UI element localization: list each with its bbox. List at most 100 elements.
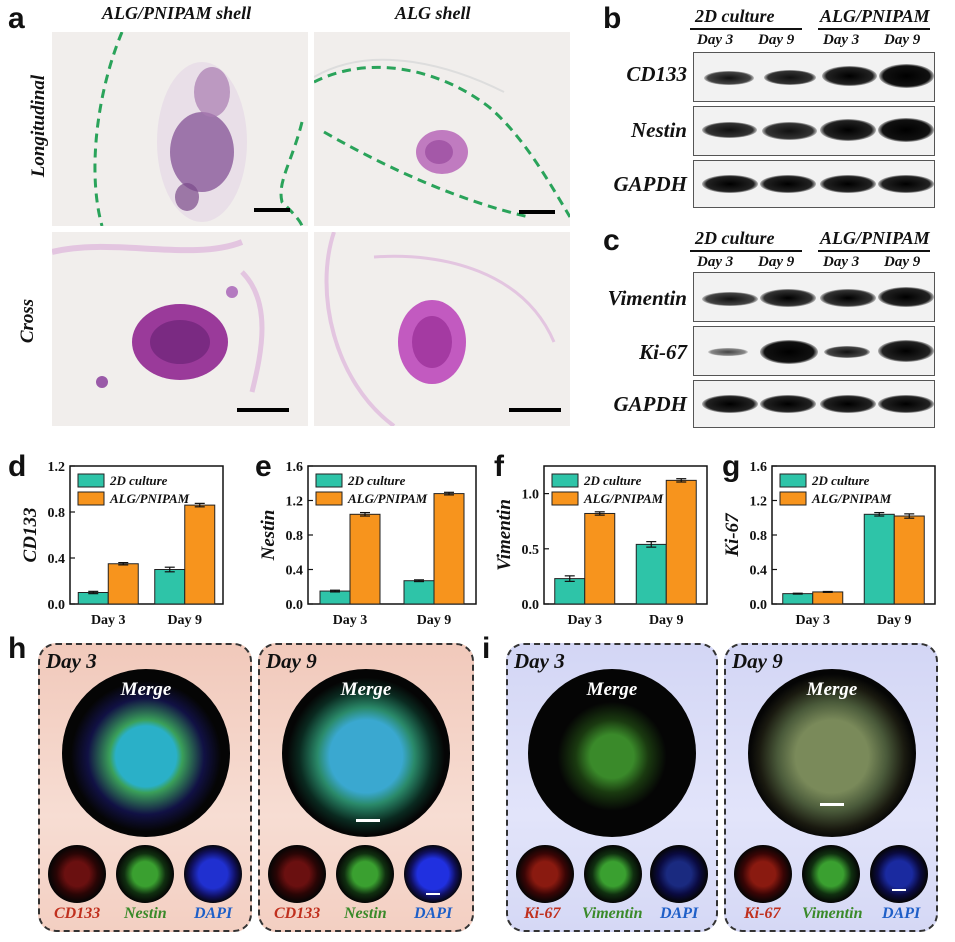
histology-row-cross: Cross <box>17 298 39 344</box>
immuno-i-day3-panel: Day 3 Merge Ki-67 Vimentin DAPI <box>506 643 718 932</box>
bar <box>184 504 216 605</box>
legend-label: ALG/PNIPAM <box>347 491 428 506</box>
merge-image: Merge <box>62 669 230 837</box>
bar <box>863 513 895 605</box>
blot-c-row-ki67 <box>693 326 935 376</box>
bar <box>893 515 925 605</box>
underline <box>818 250 930 252</box>
channel-label-cd133: CD133 <box>54 905 101 922</box>
plot-frame <box>69 465 224 605</box>
bar <box>107 563 139 605</box>
bar <box>154 569 186 605</box>
legend-swatch <box>315 473 343 488</box>
legend-label: 2D culture <box>583 473 642 488</box>
immuno-day-label: Day 9 <box>266 649 317 673</box>
scale-bar <box>519 210 555 214</box>
panel-label-b: b <box>603 2 622 35</box>
histology-header-alg-pnipam: ALG/PNIPAM shell <box>102 3 252 23</box>
x-tick-label: Day 3 <box>91 613 126 628</box>
merge-image: Merge <box>748 669 916 837</box>
legend-swatch <box>551 491 579 506</box>
blot-c-protein-gapdh: GAPDH <box>613 392 688 416</box>
channel-label-ki67: Ki-67 <box>744 905 781 922</box>
immuno-day-label: Day 3 <box>46 649 97 673</box>
panel-label-a: a <box>8 2 25 35</box>
channel-image-green <box>116 845 174 903</box>
blot-c-day: Day 9 <box>884 254 921 270</box>
channel-label-dapi: DAPI <box>194 905 233 922</box>
blot-b-row-cd133 <box>693 52 935 102</box>
legend-label: 2D culture <box>347 473 406 488</box>
bar <box>584 512 616 605</box>
bar <box>635 543 667 605</box>
merge-image: Merge <box>282 669 450 837</box>
x-tick-label: Day 9 <box>417 613 452 628</box>
histology-row-longitudinal: Longitudinal <box>28 74 50 178</box>
y-tick-label: 1.6 <box>750 460 768 475</box>
y-tick-label: 0.0 <box>48 598 66 613</box>
y-tick-label: 0.4 <box>750 564 768 579</box>
legend-swatch <box>315 491 343 506</box>
immuno-day-label: Day 9 <box>732 649 783 673</box>
bar <box>433 493 465 605</box>
merge-label: Merge <box>120 679 172 700</box>
bar <box>403 580 435 605</box>
chart-d: CD133 0.0 0.4 0.8 1.2 Day 3 Day 9 2D culture ALG… <box>20 460 224 628</box>
channel-image-blue <box>650 845 708 903</box>
x-tick-label: Day 3 <box>333 613 368 628</box>
panel-label-f: f <box>494 450 504 483</box>
legend-label: ALG/PNIPAM <box>109 491 190 506</box>
chart-e: Nestin 0.0 0.4 0.8 1.2 1.6 Day 3 Day 9 2D cultur… <box>258 460 477 628</box>
blot-b-group-alg-pnipam: ALG/PNIPAM <box>820 6 930 26</box>
blot-b-protein-gapdh: GAPDH <box>613 172 688 196</box>
blot-c-group-2d: 2D culture <box>695 228 775 248</box>
blot-c-row-vimentin <box>693 272 935 322</box>
merge-label: Merge <box>586 679 638 700</box>
panel-label-e: e <box>255 450 272 483</box>
legend-label: ALG/PNIPAM <box>583 491 664 506</box>
merge-label: Merge <box>806 679 858 700</box>
scale-bar <box>237 408 289 412</box>
plot-frame <box>543 465 708 605</box>
scale-bar <box>254 208 290 212</box>
x-tick-label: Day 3 <box>567 613 602 628</box>
channel-label-cd133: CD133 <box>274 905 321 922</box>
blot-b-day: Day 3 <box>823 32 860 48</box>
channel-label-dapi: DAPI <box>414 905 453 922</box>
blot-c-day: Day 3 <box>697 254 734 270</box>
underline <box>690 250 802 252</box>
blot-b-group-2d: 2D culture <box>695 6 775 26</box>
bar <box>554 578 586 605</box>
channel-image-blue <box>404 845 462 903</box>
bar <box>782 593 814 605</box>
y-axis-label: Ki-67 <box>722 512 743 558</box>
channel-label-nestin: Nestin <box>344 905 387 922</box>
y-tick-label: 0.8 <box>48 506 66 521</box>
legend-swatch <box>779 491 807 506</box>
blot-c-row-gapdh <box>693 380 935 428</box>
y-axis-label: CD133 <box>20 508 41 563</box>
y-tick-label: 1.2 <box>286 495 304 510</box>
bar <box>349 513 381 605</box>
channel-label-ki67: Ki-67 <box>524 905 561 922</box>
y-axis-label: Nestin <box>258 510 279 562</box>
y-tick-label: 1.0 <box>522 488 540 503</box>
x-tick-label: Day 9 <box>649 613 684 628</box>
bar <box>665 479 697 605</box>
legend-label: 2D culture <box>109 473 168 488</box>
x-tick-label: Day 9 <box>877 613 912 628</box>
panel-label-i: i <box>482 632 491 665</box>
scale-bar <box>892 889 906 891</box>
channel-label-nestin: Nestin <box>124 905 167 922</box>
underline <box>690 28 802 30</box>
blot-b-day: Day 9 <box>758 32 795 48</box>
y-tick-label: 0.4 <box>286 564 304 579</box>
histology-image-longitudinal-alg-pnipam <box>52 32 308 226</box>
underline <box>818 28 930 30</box>
y-tick-label: 0.5 <box>522 543 540 558</box>
y-tick-label: 0.4 <box>48 552 66 567</box>
x-tick-label: Day 3 <box>795 613 830 628</box>
legend-swatch <box>551 473 579 488</box>
channel-image-green <box>336 845 394 903</box>
x-tick-label: Day 9 <box>167 613 202 628</box>
